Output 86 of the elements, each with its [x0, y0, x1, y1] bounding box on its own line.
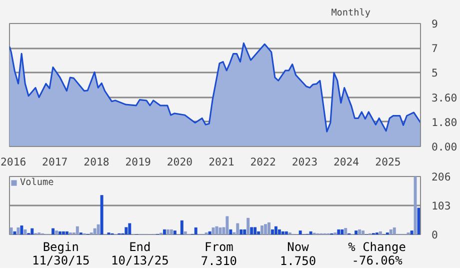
bar [52, 228, 55, 234]
bar [24, 229, 27, 234]
x-tick-label: 2022 [250, 156, 276, 168]
y-tick-label: 7 [432, 42, 438, 56]
legend-label: Volume [20, 177, 54, 188]
bar [65, 231, 68, 234]
bar [20, 225, 24, 234]
x-tick-label: 2017 [42, 156, 68, 168]
bar [229, 229, 232, 234]
bar [278, 229, 281, 234]
bar [180, 220, 184, 234]
text: 10/13/25 [111, 254, 169, 268]
bar [124, 227, 128, 234]
text: -76.06% [352, 254, 404, 268]
bar [173, 230, 176, 234]
bar [62, 231, 65, 234]
bar [298, 230, 302, 234]
y-tick-label: 9 [432, 18, 438, 30]
x-tick-label: 2019 [125, 156, 151, 168]
y-tick-label: 0 [432, 228, 438, 242]
x-tick-label: 2024 [333, 156, 360, 168]
bar [170, 229, 173, 234]
bar [128, 223, 132, 234]
x-tick-label: 2020 [166, 156, 193, 168]
x-tick-label: 2023 [292, 156, 318, 168]
bar [16, 227, 20, 234]
y-tick-label: 206 [432, 170, 451, 184]
bar [257, 231, 260, 234]
bar [344, 228, 348, 234]
text: 11/30/15 [32, 254, 90, 268]
text: From [204, 240, 234, 254]
text: 7.310 [200, 254, 238, 268]
bar [93, 228, 96, 234]
bar [96, 224, 100, 234]
bar [268, 222, 270, 234]
y-tick-label: 5 [432, 66, 438, 80]
text: Now [287, 240, 310, 254]
bar [100, 195, 104, 234]
bar [309, 231, 312, 234]
bar [281, 231, 284, 234]
bar [284, 231, 288, 234]
text: End [129, 240, 151, 254]
bar [340, 229, 344, 234]
bar [58, 231, 62, 234]
bar [226, 216, 229, 234]
bar [254, 227, 257, 234]
bar [250, 227, 254, 234]
bar [362, 230, 365, 234]
bar [13, 231, 16, 234]
y-tick-label: 1.80 [432, 116, 458, 129]
bar [163, 229, 166, 234]
y-tick-label: 3.60 [432, 91, 458, 104]
bar [389, 229, 392, 234]
bar [414, 176, 417, 234]
text: % Change [348, 240, 406, 254]
bar [270, 229, 274, 234]
bar [274, 226, 278, 234]
bar [30, 228, 34, 234]
bar [378, 231, 382, 234]
bar [246, 218, 250, 234]
bar [337, 229, 340, 234]
x-tick-label: 2021 [208, 156, 234, 168]
bar [166, 229, 170, 234]
text: Begin [42, 240, 79, 254]
bar [208, 231, 212, 234]
bar [260, 225, 264, 234]
bar [184, 231, 187, 234]
chart-subtitle: Monthly [331, 8, 371, 18]
bar [236, 223, 240, 234]
bar [410, 230, 414, 234]
text: 1.750 [280, 254, 316, 268]
bar [358, 229, 362, 234]
y-tick-label: 103 [432, 200, 451, 212]
bar [55, 230, 58, 234]
x-tick-label: 2025 [375, 156, 401, 168]
bar [354, 230, 358, 234]
bar [240, 229, 243, 234]
x-tick-label: 2016 [0, 156, 26, 168]
bar [264, 224, 267, 234]
y-tick-label: 0.00 [432, 140, 458, 154]
bar [243, 229, 246, 234]
bar [218, 227, 222, 234]
bar [76, 226, 79, 234]
x-tick-label: 2018 [84, 156, 110, 168]
bar [194, 227, 198, 234]
bar [392, 227, 396, 234]
